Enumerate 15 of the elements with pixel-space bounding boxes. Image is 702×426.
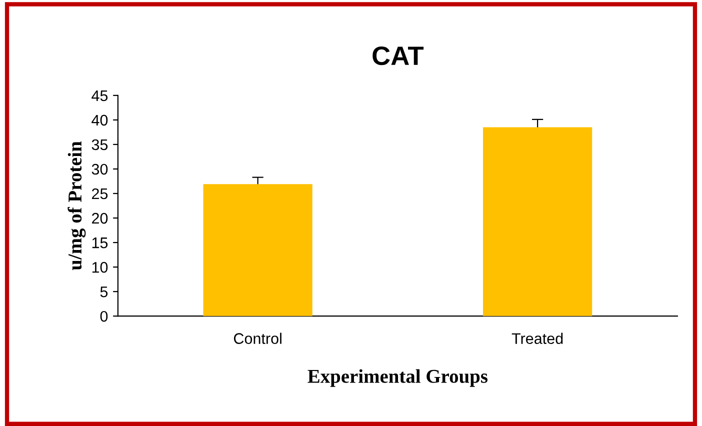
x-tick-label: Treated	[512, 332, 563, 344]
y-tick-label: 5	[100, 286, 108, 298]
y-tick-label: 45	[92, 90, 108, 102]
y-tick-label: 0	[100, 310, 108, 322]
chart-title: CAT	[372, 46, 424, 66]
x-axis-title: Experimental Groups	[308, 369, 488, 387]
y-tick-label: 25	[92, 188, 108, 200]
y-tick-label: 30	[92, 164, 108, 175]
y-tick-label: 35	[92, 139, 108, 150]
y-tick-label: 20	[92, 212, 108, 224]
y-tick-label: 15	[92, 238, 108, 248]
y-axis-title: u/mg of Protein	[68, 141, 86, 270]
y-tick-label: 40	[92, 114, 108, 126]
y-tick-label: 10	[92, 262, 108, 273]
x-tick-label: Control	[234, 332, 282, 344]
